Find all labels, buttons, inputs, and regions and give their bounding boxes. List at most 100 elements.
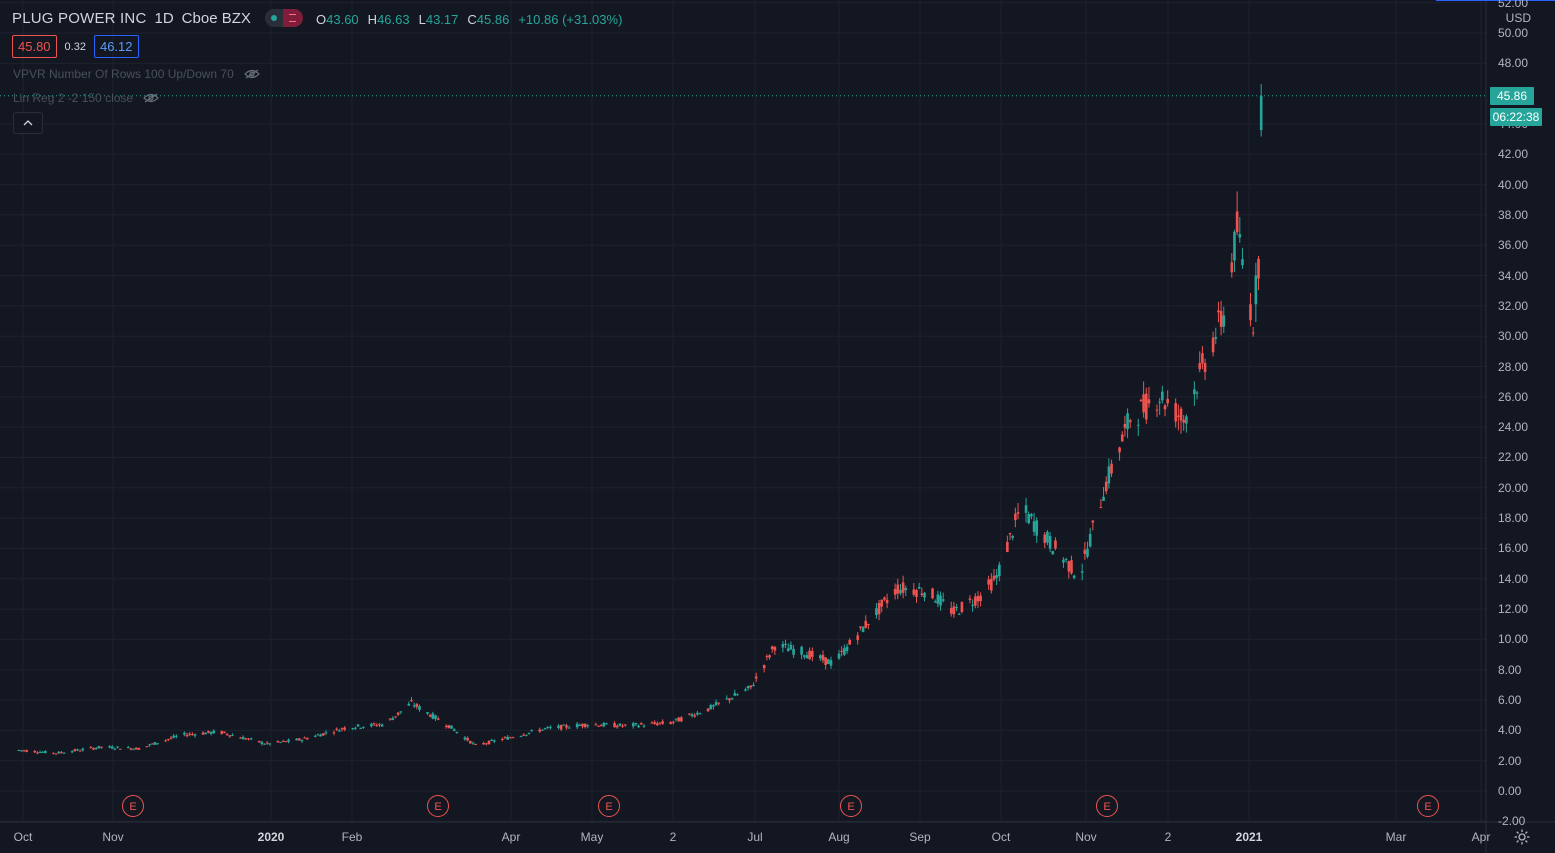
- candle-body: [1080, 571, 1084, 573]
- candle-body: [335, 728, 338, 730]
- candle-body: [578, 724, 582, 726]
- candle-body: [354, 727, 357, 729]
- candle-body: [338, 730, 341, 732]
- candle-body: [351, 728, 355, 730]
- candle-body: [436, 718, 440, 720]
- candle-body: [525, 734, 528, 736]
- gear-icon[interactable]: [1514, 829, 1530, 845]
- price-tick-label: 14.00: [1498, 571, 1529, 586]
- earnings-marker[interactable]: E: [1096, 795, 1118, 817]
- earnings-marker[interactable]: E: [598, 795, 620, 817]
- earnings-marker[interactable]: E: [840, 795, 862, 817]
- candle-body: [220, 731, 224, 734]
- candle-body: [1070, 560, 1073, 574]
- candle-body: [313, 735, 317, 737]
- buy-button[interactable]: 46.12: [93, 35, 139, 58]
- time-tick-label: Oct: [13, 830, 33, 844]
- candle-body: [380, 724, 384, 727]
- candle-body: [145, 746, 149, 748]
- candle-body: [546, 726, 550, 728]
- candle-body: [228, 735, 232, 737]
- earnings-marker[interactable]: E: [122, 795, 144, 817]
- candle-body: [810, 650, 814, 657]
- candle-body: [362, 726, 365, 728]
- candle-body: [20, 750, 23, 752]
- candle-body: [586, 725, 590, 727]
- candle-body: [1035, 520, 1039, 536]
- candle-body: [1235, 211, 1239, 233]
- candle-body: [575, 723, 579, 728]
- candle-body: [1006, 541, 1009, 553]
- candle-body: [875, 608, 878, 616]
- candle-body: [995, 575, 998, 578]
- candle-body: [808, 650, 811, 660]
- time-tick-label: Aug: [828, 830, 850, 844]
- price-tick-label: 18.00: [1498, 511, 1529, 526]
- interval-label[interactable]: 1D: [154, 9, 174, 27]
- candle-body: [880, 599, 884, 607]
- candle-body: [452, 729, 456, 731]
- candle-body: [773, 647, 777, 651]
- price-tick-label: 24.00: [1498, 420, 1529, 435]
- candle-body: [634, 723, 638, 725]
- candlestick-series: [17, 84, 1263, 755]
- candle-body: [36, 752, 39, 754]
- last-price-tag: 45.86: [1490, 87, 1534, 105]
- candle-body: [137, 748, 141, 750]
- candle-body: [1214, 337, 1218, 339]
- candle-body: [736, 694, 739, 696]
- candle-body: [188, 733, 192, 735]
- candle-body: [156, 743, 159, 745]
- candle-body: [1177, 415, 1180, 417]
- candle-body: [231, 735, 234, 737]
- candle-body: [295, 738, 298, 741]
- candle-body: [60, 752, 63, 754]
- candle-body: [1083, 549, 1087, 554]
- sell-button[interactable]: 45.80: [12, 35, 57, 58]
- candle-body: [265, 742, 269, 744]
- candle-body: [44, 750, 47, 754]
- exchange-label: Cboe BZX: [181, 9, 251, 27]
- candle-body: [70, 751, 74, 753]
- price-tick-label: 36.00: [1498, 238, 1529, 253]
- candle-body: [388, 718, 392, 720]
- candle-body: [1217, 310, 1220, 313]
- time-tick-label: Nov: [1075, 830, 1097, 844]
- candle-body: [183, 732, 186, 735]
- high-value: 46.63: [377, 12, 410, 27]
- candle-body: [696, 712, 699, 715]
- indicator-linreg[interactable]: Lin Reg 2 -2 150 close: [13, 91, 159, 105]
- candle-body: [474, 743, 477, 745]
- candle-body: [615, 725, 619, 728]
- market-closed-icon: [282, 9, 303, 27]
- symbol-name[interactable]: PLUG POWER INC: [12, 9, 147, 27]
- collapse-legend-button[interactable]: [13, 112, 43, 134]
- candle-body: [463, 737, 467, 740]
- candle-body: [22, 750, 26, 752]
- price-tick-label: 38.00: [1498, 207, 1529, 222]
- candle-body: [356, 724, 360, 727]
- close-value: 45.86: [476, 12, 510, 27]
- candle-body: [1185, 416, 1188, 424]
- earnings-marker[interactable]: E: [427, 795, 449, 817]
- candle-body: [100, 746, 103, 748]
- earnings-marker[interactable]: E: [1417, 795, 1439, 817]
- candle-body: [1048, 535, 1052, 549]
- indicator-vpvr[interactable]: VPVR Number Of Rows 100 Up/Down 70: [13, 67, 260, 81]
- eye-hidden-icon[interactable]: [243, 69, 260, 79]
- candle-body: [904, 588, 908, 591]
- candle-body: [893, 589, 897, 595]
- eye-hidden-icon[interactable]: [143, 93, 159, 103]
- market-status-toggle[interactable]: [264, 9, 303, 27]
- candle-body: [744, 689, 747, 691]
- candle-body: [1088, 533, 1092, 547]
- candle-body: [415, 704, 419, 707]
- candle-body: [455, 731, 459, 733]
- candle-body: [789, 644, 793, 650]
- candle-body: [583, 723, 587, 727]
- candle-body: [305, 738, 309, 740]
- candle-body: [316, 734, 320, 736]
- candle-body: [487, 740, 491, 745]
- time-tick-label: Jul: [747, 830, 763, 844]
